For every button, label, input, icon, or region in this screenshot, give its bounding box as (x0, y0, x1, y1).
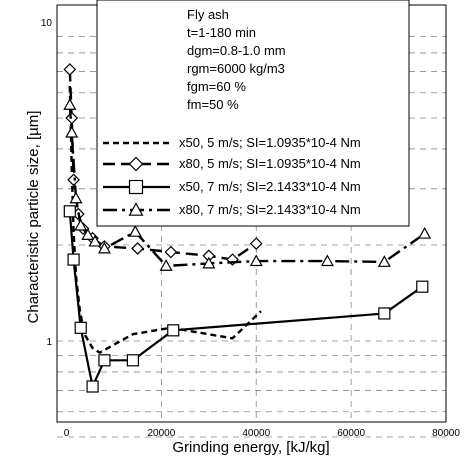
square-marker (128, 179, 144, 195)
triangle-marker (63, 98, 77, 110)
triangle-marker (88, 234, 102, 247)
x-tick-label: 60000 (337, 428, 365, 439)
legend-label: x50, 5 m/s; SI=1.0935*10-4 Nm (179, 135, 361, 150)
x-tick-label: 0 (64, 428, 70, 439)
data-series (63, 98, 432, 271)
triangle-marker (97, 241, 111, 254)
diamond-marker (63, 63, 77, 76)
triangle-marker (69, 191, 83, 204)
triangle-marker (74, 218, 88, 231)
series-layer (63, 63, 432, 393)
square-marker (86, 380, 99, 393)
legend-header-line: t=1-180 min (187, 25, 256, 40)
diamond-marker (131, 242, 144, 255)
x-tick-label: 80000 (432, 428, 460, 439)
data-series (63, 205, 429, 393)
triangle-marker (128, 202, 144, 216)
legend-label: x80, 7 m/s; SI=2.1433*10-4 Nm (179, 202, 361, 217)
legend-header-line: rgm=6000 kg/m3 (187, 61, 285, 76)
legend-header-line: Fly ash (187, 7, 229, 22)
diamond-marker (128, 156, 144, 172)
triangle-marker (81, 228, 95, 240)
triangle-marker (65, 125, 79, 138)
legend-frame (96, 0, 410, 227)
triangle-marker (202, 256, 216, 269)
square-marker (63, 205, 76, 218)
square-marker (167, 324, 180, 337)
legend-header-line: fm=50 % (187, 97, 239, 112)
square-marker (98, 354, 111, 367)
square-marker (416, 280, 429, 293)
y-tick-label: 10 (41, 18, 53, 29)
triangle-marker (159, 259, 173, 271)
x-tick-label: 20000 (147, 428, 175, 439)
legend-label: x50, 7 m/s; SI=2.1433*10-4 Nm (179, 179, 361, 194)
square-marker (378, 307, 391, 320)
square-marker (126, 354, 140, 367)
series-line (68, 104, 426, 268)
diamond-marker (249, 237, 263, 250)
triangle-marker (418, 226, 432, 239)
legend-header-line: dgm=0.8-1.0 mm (187, 43, 286, 58)
diamond-marker (164, 245, 178, 259)
square-marker (74, 321, 87, 334)
y-tick-label: 1 (46, 337, 52, 348)
square-marker (67, 253, 80, 266)
triangle-marker (128, 225, 142, 237)
tick-labels: 0 20000 40000 60000 80000 1 10 (41, 18, 460, 439)
legend: Fly ash t=1-180 min dgm=0.8-1.0 mm rgm=6… (96, 0, 410, 227)
legend-entries: x50, 5 m/s; SI=1.0935*10-4 Nm x80, 5 m/s;… (103, 135, 361, 217)
y-axis-title: Characteristic particle size, [µm] (25, 111, 42, 324)
legend-header-line: fgm=60 % (187, 79, 246, 94)
triangle-marker (377, 255, 391, 267)
x-tick-label: 40000 (242, 428, 270, 439)
triangle-marker (320, 254, 334, 267)
legend-label: x80, 5 m/s; SI=1.0935*10-4 Nm (179, 156, 361, 171)
x-axis-title: Grinding energy, [kJ/kg] (172, 439, 329, 456)
triangle-marker (249, 254, 263, 267)
